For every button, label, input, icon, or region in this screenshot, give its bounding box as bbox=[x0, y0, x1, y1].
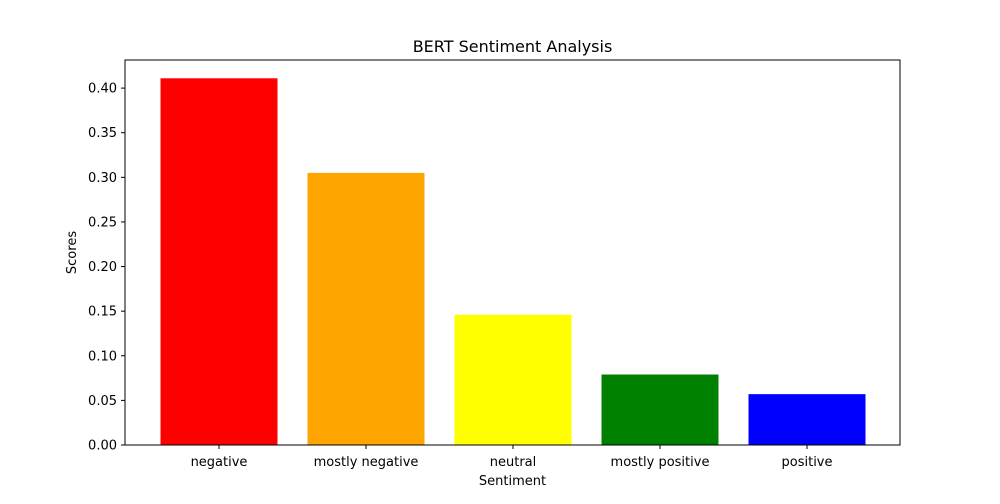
y-tick-label: 0.00 bbox=[88, 439, 117, 454]
bar-neutral bbox=[454, 314, 572, 445]
y-axis-ticks: 0.00 0.05 0.10 0.15 0.20 0.25 0.30 0.35 0.40 bbox=[88, 82, 125, 454]
x-tick-label: negative bbox=[191, 455, 248, 470]
plot-frame bbox=[124, 59, 901, 446]
x-tick-label: positive bbox=[782, 455, 833, 470]
x-tick-label: mostly positive bbox=[611, 455, 710, 470]
x-axis-ticks: negative mostly negative neutral mostly pos… bbox=[191, 445, 833, 470]
y-tick-label: 0.30 bbox=[88, 171, 117, 186]
x-axis-label: Sentiment bbox=[479, 474, 546, 489]
y-tick-label: 0.15 bbox=[88, 305, 117, 320]
y-tick-label: 0.25 bbox=[88, 215, 117, 230]
y-tick-label: 0.05 bbox=[88, 394, 117, 409]
x-tick-label: mostly negative bbox=[314, 455, 419, 470]
bar-negative bbox=[160, 78, 278, 446]
y-axis-label: Scores bbox=[65, 231, 80, 274]
y-tick-label: 0.35 bbox=[88, 126, 117, 141]
bar-mostly-negative bbox=[307, 172, 425, 445]
x-tick-label: neutral bbox=[490, 455, 537, 470]
y-tick-label: 0.10 bbox=[88, 349, 117, 364]
y-tick-label: 0.40 bbox=[88, 82, 117, 97]
bar-mostly-positive bbox=[601, 374, 719, 445]
y-tick-label: 0.20 bbox=[88, 260, 117, 275]
chart-title: BERT Sentiment Analysis bbox=[413, 37, 613, 56]
bar-group bbox=[160, 78, 866, 446]
bar-positive bbox=[748, 394, 866, 445]
